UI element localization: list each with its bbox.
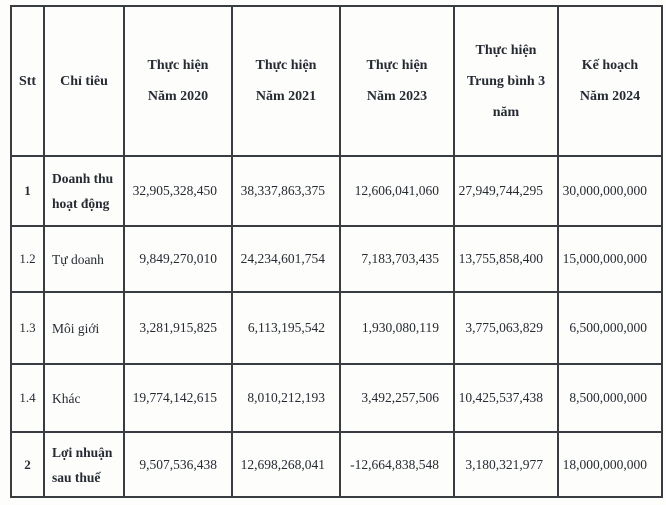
value-avg-3-nam-cell: 3,180,321,977 — [453, 431, 559, 498]
table-row-khac: 1.4 Khác 19,774,142,615 8,010,212,193 3,… — [10, 363, 663, 433]
table-row-tu-doanh: 1.2 Tự doanh 9,849,270,010 24,234,601,75… — [10, 225, 663, 293]
stt-cell: 1.3 — [10, 291, 45, 365]
label-cell: Tự doanh — [43, 225, 125, 293]
stt-cell: 1.2 — [10, 225, 45, 293]
header-line: Thực hiện — [255, 58, 317, 73]
value-2023-cell: 3,492,257,506 — [339, 363, 455, 433]
value-avg-3-nam-cell: 27,949,744,295 — [453, 155, 559, 227]
header-line: Chỉ tiêu — [60, 73, 108, 89]
stt-cell: 1.4 — [10, 363, 45, 433]
header-line: Stt — [18, 73, 37, 89]
label-cell: Doanh thu hoạt động — [43, 155, 125, 227]
value-ke-hoach-2024-cell: 8,500,000,000 — [557, 363, 663, 433]
value-ke-hoach-2024-cell: 15,000,000,000 — [557, 225, 663, 293]
value-2020-cell: 3,281,915,825 — [123, 291, 233, 365]
header-line: Năm 2020 — [147, 89, 209, 104]
header-thuc-hien-2023: Thực hiện Năm 2023 — [339, 5, 455, 157]
value-2021-cell: 6,113,195,542 — [231, 291, 341, 365]
value-avg-3-nam-cell: 13,755,858,400 — [453, 225, 559, 293]
header-line: Trung bình 3 — [466, 73, 546, 89]
value-2023-cell: 7,183,703,435 — [339, 225, 455, 293]
header-line: Năm 2021 — [255, 89, 317, 104]
label-cell: Khác — [43, 363, 125, 433]
header-stt: Stt — [10, 5, 45, 157]
table-row-loi-nhuan-sau-thue: 2 Lợi nhuận sau thuế 9,507,536,438 12,69… — [10, 431, 663, 498]
value-2020-cell: 32,905,328,450 — [123, 155, 233, 227]
value-2023-cell: 1,930,080,119 — [339, 291, 455, 365]
header-thuc-hien-2021: Thực hiện Năm 2021 — [231, 5, 341, 157]
value-ke-hoach-2024-cell: 30,000,000,000 — [557, 155, 663, 227]
table-row-moi-gioi: 1.3 Môi giới 3,281,915,825 6,113,195,542… — [10, 291, 663, 365]
value-2023-cell: 12,606,041,060 — [339, 155, 455, 227]
header-line: Thực hiện — [147, 58, 209, 73]
value-ke-hoach-2024-cell: 6,500,000,000 — [557, 291, 663, 365]
header-row: Stt Chỉ tiêu Thực hiện Năm 2020 Thực hiệ… — [10, 5, 663, 157]
header-line: Năm 2023 — [366, 89, 428, 104]
value-ke-hoach-2024-cell: 18,000,000,000 — [557, 431, 663, 498]
value-2023-cell: -12,664,838,548 — [339, 431, 455, 498]
value-2020-cell: 9,507,536,438 — [123, 431, 233, 498]
value-2020-cell: 19,774,142,615 — [123, 363, 233, 433]
label-cell: Môi giới — [43, 291, 125, 365]
header-thuc-hien-2020: Thực hiện Năm 2020 — [123, 5, 233, 157]
stt-cell: 1 — [10, 155, 45, 227]
financial-table: Stt Chỉ tiêu Thực hiện Năm 2020 Thực hiệ… — [10, 5, 663, 498]
header-line: Thực hiện — [475, 42, 537, 58]
header-chi-tieu: Chỉ tiêu — [43, 5, 125, 157]
stt-cell: 2 — [10, 431, 45, 498]
table-row-doanh-thu-hoat-dong: 1 Doanh thu hoạt động 32,905,328,450 38,… — [10, 155, 663, 227]
value-2021-cell: 38,337,863,375 — [231, 155, 341, 227]
value-avg-3-nam-cell: 3,775,063,829 — [453, 291, 559, 365]
value-2021-cell: 8,010,212,193 — [231, 363, 341, 433]
header-line: năm — [492, 104, 520, 120]
header-ke-hoach-2024: Kế hoạch Năm 2024 — [557, 5, 663, 157]
value-2020-cell: 9,849,270,010 — [123, 225, 233, 293]
value-2021-cell: 24,234,601,754 — [231, 225, 341, 293]
header-line: Kế hoạch — [581, 58, 639, 73]
label-cell: Lợi nhuận sau thuế — [43, 431, 125, 498]
header-line: Thực hiện — [366, 58, 428, 73]
value-avg-3-nam-cell: 10,425,537,438 — [453, 363, 559, 433]
header-thuc-hien-trung-binh-3-nam: Thực hiện Trung bình 3 năm — [453, 5, 559, 157]
value-2021-cell: 12,698,268,041 — [231, 431, 341, 498]
header-line: Năm 2024 — [579, 89, 641, 104]
